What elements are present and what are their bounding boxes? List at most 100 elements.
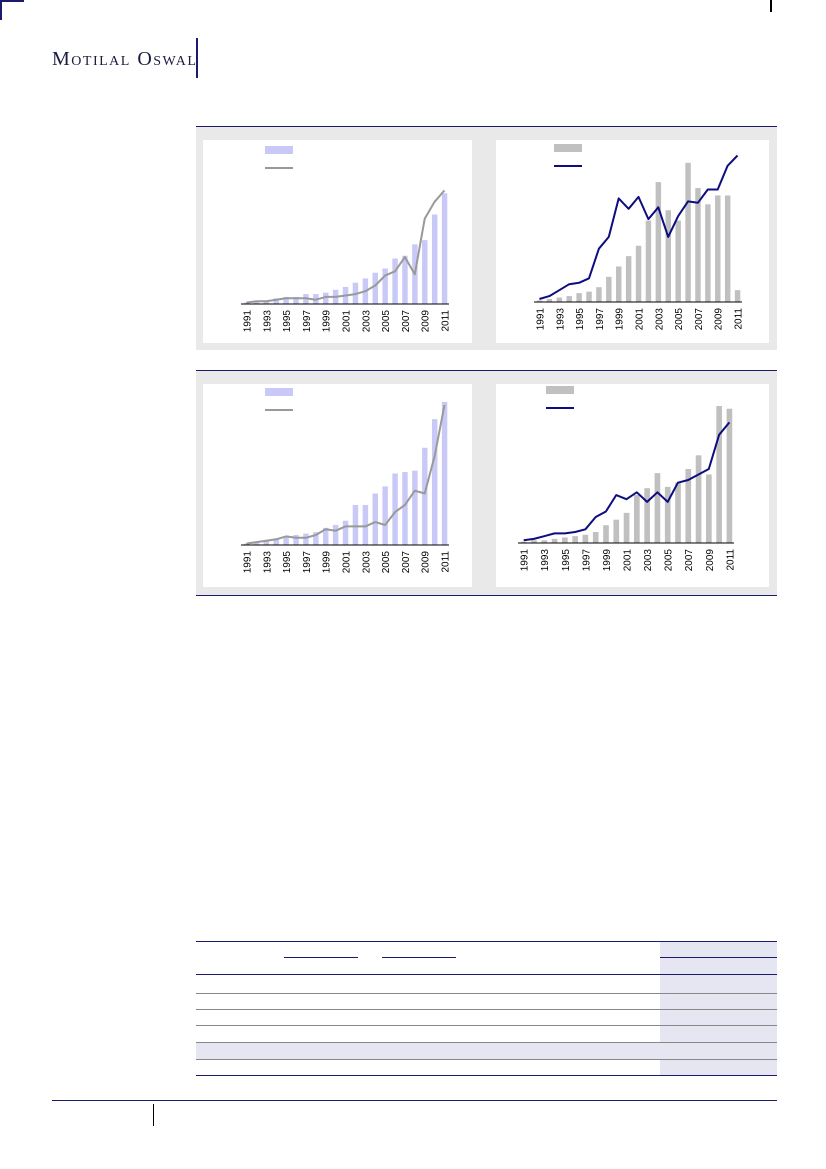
x-tick-label: 2011 [734,308,745,330]
chart-bar [576,293,582,302]
chart-bar [323,292,329,304]
x-tick-label: 2003 [361,551,372,574]
table-row-divider [196,1059,777,1060]
chart-line [246,404,446,545]
chart-box: 1991 1993 1995 1997 1999 2001 2003 2005 2007 2009… [496,384,769,587]
x-tick-label: 2005 [381,310,392,333]
chart-bar [293,534,299,545]
chart-bar [566,296,572,302]
chart-bar [645,220,652,302]
chart-bar [634,495,640,543]
table-rule [196,1075,777,1076]
x-tick-label: 2001 [341,310,352,333]
x-tick-label: 2009 [421,310,432,333]
chart-bar [332,524,339,545]
x-tick-label: 1991 [242,551,253,574]
chart-bar [613,519,620,543]
x-tick-label: 2005 [381,551,392,574]
chart-bar [716,406,722,543]
x-tick-label: 2001 [341,551,352,574]
chart-line [246,189,446,304]
data-table [196,941,777,1076]
x-tick-label: 1999 [322,310,333,333]
chart-bar [283,536,289,545]
chart-bar [644,488,650,543]
chart-bar [342,520,349,545]
table-subheader-rule [382,957,456,958]
chart-bar [520,541,527,543]
chart-bar [263,540,270,545]
x-tick-label: 2007 [401,551,412,574]
x-tick-label: 2005 [674,308,685,331]
x-tick-label: 2001 [623,549,634,572]
chart-bar [253,301,260,304]
table-subheader-rule [660,957,777,958]
chart-bar [263,301,270,304]
chart-bar [273,298,279,304]
chart-bar [665,210,671,302]
chart-2: 1991 1993 1995 1997 1999 2001 2003 2005 2007 2009… [534,144,745,331]
x-tick-label: 2003 [361,310,372,333]
chart-bar [412,470,418,545]
chart-bar [531,540,537,543]
table-highlight-row [196,1042,777,1059]
chart-bar [382,486,388,545]
chart-box: 1991 1993 1995 1997 1999 2001 2003 2005 2007 2009… [203,140,472,343]
chart-bar [623,512,630,543]
chart-bar [606,276,612,302]
footer-rule [52,1100,777,1101]
x-tick-label: 1991 [520,549,531,572]
chart-bar [551,538,558,543]
chart-3: 1991 1993 1995 1997 1999 2001 2003 2005 2007 2009… [241,388,452,574]
x-tick-label: 1999 [602,549,613,572]
corner-mark [0,0,2,20]
chart-box: 1991 1993 1995 1997 1999 2001 2003 2005 2007 2009… [203,384,472,587]
chart-line [523,421,731,542]
chart-bar [715,195,721,302]
chart-bar [372,272,378,304]
chart-bar [695,455,702,543]
table-row-divider [196,1042,777,1043]
chart-bar [382,268,388,304]
x-tick-label: 2011 [441,551,452,573]
x-tick-label: 2011 [725,549,736,571]
chart-bar [243,543,250,545]
chart-1: 1991 1993 1995 1997 1999 2001 2003 2005 2007 2009… [241,146,452,333]
chart-bar [685,162,691,302]
x-tick-label: 1993 [555,308,566,331]
chart-bar [586,291,592,302]
table-rule [196,941,777,942]
legend-swatch-bar [546,386,574,394]
chart-bar [546,299,553,302]
x-tick-label: 1997 [302,551,313,574]
x-tick-label: 1997 [595,308,606,331]
x-tick-label: 2009 [421,551,432,574]
chart-bar [441,402,448,545]
x-tick-label: 2011 [441,310,452,332]
x-tick-label: 1995 [575,308,586,331]
table-row-divider [196,993,777,994]
chart-bar [603,525,609,543]
x-tick-label: 2007 [401,310,412,333]
x-tick-label: 1999 [322,551,333,574]
chart-bar [596,287,602,302]
chart-bar [726,408,733,543]
chart-bar [654,473,661,543]
chart-bar [556,297,563,302]
chart-bar [562,537,568,543]
chart-line [539,154,739,300]
chart-bar [616,266,622,302]
x-tick-label: 1997 [581,549,592,572]
chart-bar [592,532,599,543]
chart-bar [664,486,671,543]
crop-mark [770,0,772,12]
x-tick-label: 1993 [540,549,551,572]
chart-bar [392,258,398,304]
chart-bar [582,534,589,543]
x-tick-label: 2007 [684,549,695,572]
chart-bar [706,474,712,543]
chart-bar [303,533,309,545]
chart-bar [685,469,692,543]
chart-bar [283,296,289,304]
chart-bar [572,536,578,543]
